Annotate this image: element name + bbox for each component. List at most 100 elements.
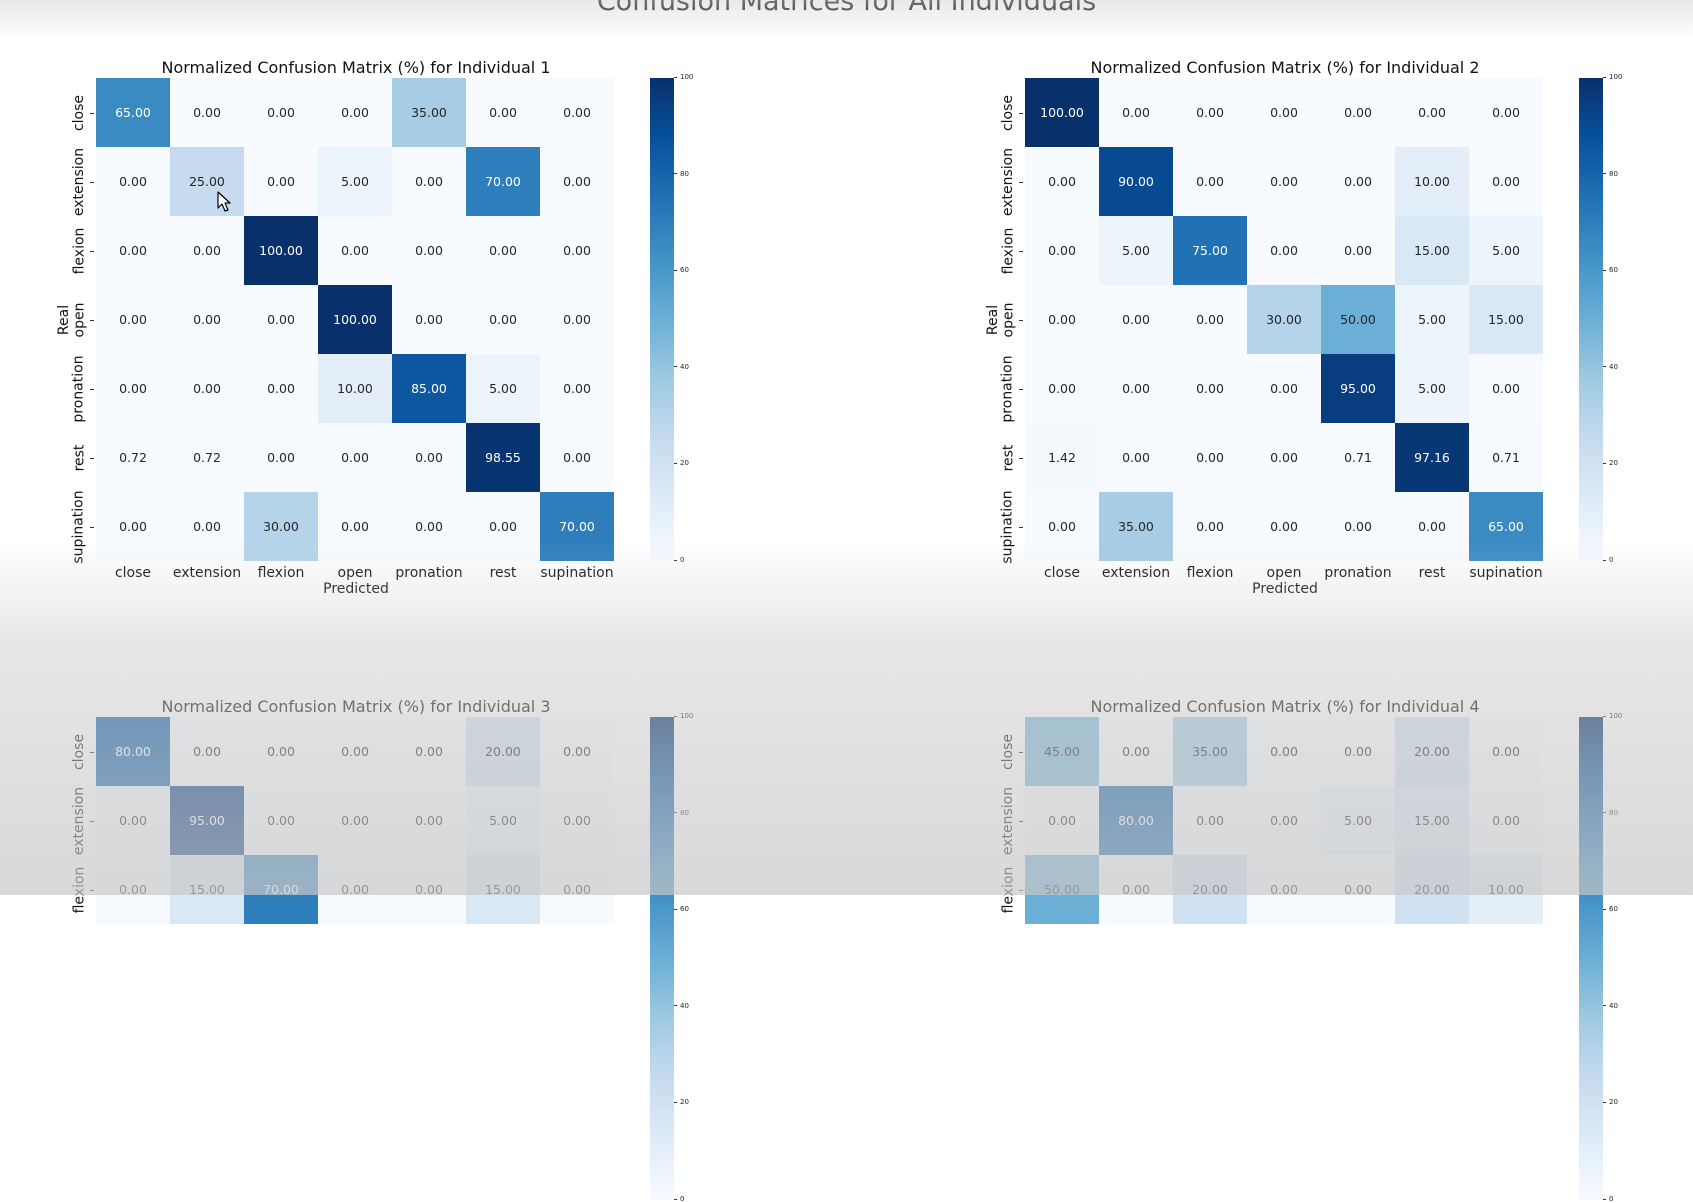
heatmap-cell: 0.00	[1247, 717, 1321, 786]
heatmap-cell: 0.00	[1321, 855, 1395, 924]
heatmap-cell: 0.00	[1099, 285, 1173, 354]
colorbar-tick-label: 100	[674, 73, 693, 81]
heatmap-cell: 0.00	[1099, 423, 1173, 492]
heatmap-cell: 0.00	[1395, 78, 1469, 147]
y-tick-label: close	[71, 733, 87, 770]
heatmap-cell: 0.00	[540, 78, 614, 147]
colorbar	[1579, 78, 1603, 561]
heatmap-cell: 0.00	[540, 786, 614, 855]
colorbar-tick-label: 60	[1603, 266, 1618, 274]
heatmap-cell: 0.72	[96, 423, 170, 492]
heatmap-cell: 0.00	[540, 216, 614, 285]
heatmap-cell: 0.00	[244, 78, 318, 147]
colorbar-tick-label: 60	[1603, 905, 1618, 913]
chart-title: Normalized Confusion Matrix (%) for Indi…	[161, 697, 551, 716]
heatmap-cell: 0.00	[244, 423, 318, 492]
heatmap-grid: 45.00 0.00 35.00 0.00 0.00 20.00 0.00 0.00 80.00…	[1025, 717, 1545, 1200]
heatmap-cell: 0.00	[1321, 492, 1395, 561]
colorbar	[650, 717, 674, 1200]
y-tick-label: supination	[71, 489, 87, 564]
y-tick-label: close	[71, 94, 87, 131]
colorbar-tick-label: 40	[674, 1002, 689, 1010]
heatmap-cell: 5.00	[1099, 216, 1173, 285]
heatmap-cell: 0.00	[170, 492, 244, 561]
colorbar-tick-label: 20	[1603, 1098, 1618, 1106]
y-tick-mark	[90, 319, 94, 321]
y-axis-title: Real	[985, 304, 1001, 335]
heatmap-cell: 0.00	[244, 786, 318, 855]
heatmap-cell: 0.00	[392, 492, 466, 561]
heatmap-cell: 20.00	[1395, 717, 1469, 786]
colorbar	[1579, 717, 1603, 1200]
colorbar-tick-label: 0	[1603, 556, 1613, 564]
x-tick-label: supination	[1469, 565, 1543, 581]
heatmap-grid: 65.00 0.00 0.00 0.00 35.00 0.00 0.00 0.00 25.00 0…	[96, 78, 616, 561]
heatmap-cell: 20.00	[466, 717, 540, 786]
chart-title: Normalized Confusion Matrix (%) for Indi…	[1090, 697, 1480, 716]
heatmap-cell: 15.00	[1469, 285, 1543, 354]
heatmap-cell: 1.42	[1025, 423, 1099, 492]
x-axis-title: Predicted	[323, 581, 389, 597]
heatmap-cell: 15.00	[1395, 786, 1469, 855]
chart-title: Normalized Confusion Matrix (%) for Indi…	[1090, 58, 1480, 77]
heatmap-cell: 95.00	[1321, 354, 1395, 423]
heatmap-cell: 0.00	[1321, 147, 1395, 216]
heatmap-cell: 50.00	[1321, 285, 1395, 354]
colorbar-tick-label: 80	[1603, 170, 1618, 178]
heatmap-grid: 100.00 0.00 0.00 0.00 0.00 0.00 0.00 0.00 90.00 0…	[1025, 78, 1545, 561]
colorbar-tick-label: 20	[674, 459, 689, 467]
y-tick-mark	[90, 388, 94, 390]
heatmap-cell: 0.00	[392, 717, 466, 786]
x-axis-title: Predicted	[1252, 581, 1318, 597]
heatmap-cell: 0.00	[1025, 786, 1099, 855]
colorbar-tick-label: 40	[1603, 363, 1618, 371]
heatmap-cell: 80.00	[1099, 786, 1173, 855]
heatmap-cell: 35.00	[1099, 492, 1173, 561]
heatmap-cell: 0.00	[96, 285, 170, 354]
x-tick-label: flexion	[1186, 565, 1234, 581]
heatmap-cell: 70.00	[244, 855, 318, 924]
heatmap-cell: 0.00	[96, 354, 170, 423]
colorbar-tick-label: 0	[674, 556, 684, 564]
heatmap-cell: 0.00	[1469, 78, 1543, 147]
y-tick-label: rest	[1000, 444, 1017, 471]
colorbar-tick-label: 100	[1603, 73, 1622, 81]
heatmap-cell: 0.00	[318, 216, 392, 285]
heatmap-cell: 0.00	[244, 354, 318, 423]
heatmap-cell: 0.00	[170, 285, 244, 354]
y-tick-mark	[90, 457, 94, 459]
heatmap-cell: 98.55	[466, 423, 540, 492]
heatmap-cell: 0.00	[96, 492, 170, 561]
heatmap-cell: 0.00	[1469, 354, 1543, 423]
heatmap-cell: 0.00	[1173, 78, 1247, 147]
heatmap-cell: 0.00	[466, 216, 540, 285]
heatmap-cell: 0.00	[392, 147, 466, 216]
heatmap-cell: 5.00	[1321, 786, 1395, 855]
heatmap-cell: 0.00	[466, 78, 540, 147]
y-tick-mark	[90, 112, 94, 114]
heatmap-cell: 0.71	[1321, 423, 1395, 492]
y-tick-label: extension	[71, 147, 87, 216]
y-tick-label: flexion	[71, 227, 87, 274]
heatmap-cell: 0.00	[96, 855, 170, 924]
heatmap-cell: 0.72	[170, 423, 244, 492]
y-tick-label: pronation	[71, 354, 88, 423]
heatmap-cell: 0.00	[1099, 78, 1173, 147]
heatmap-cell: 0.00	[1247, 354, 1321, 423]
y-tick-label: close	[1000, 733, 1016, 770]
heatmap-cell: 0.00	[466, 492, 540, 561]
heatmap-cell: 0.00	[1247, 78, 1321, 147]
heatmap-cell: 0.00	[1247, 786, 1321, 855]
colorbar-tick-label: 40	[1603, 1002, 1618, 1010]
heatmap-cell: 15.00	[1395, 216, 1469, 285]
heatmap-cell: 0.00	[1321, 78, 1395, 147]
heatmap-cell: 95.00	[170, 786, 244, 855]
heatmap-cell: 0.00	[1247, 423, 1321, 492]
heatmap-cell: 0.00	[1321, 717, 1395, 786]
y-tick-mark	[1019, 250, 1023, 252]
y-tick-mark	[90, 889, 94, 891]
y-tick-mark	[90, 526, 94, 528]
heatmap-cell: 45.00	[1025, 717, 1099, 786]
y-tick-mark	[1019, 526, 1023, 528]
y-tick-label: close	[1000, 94, 1016, 131]
